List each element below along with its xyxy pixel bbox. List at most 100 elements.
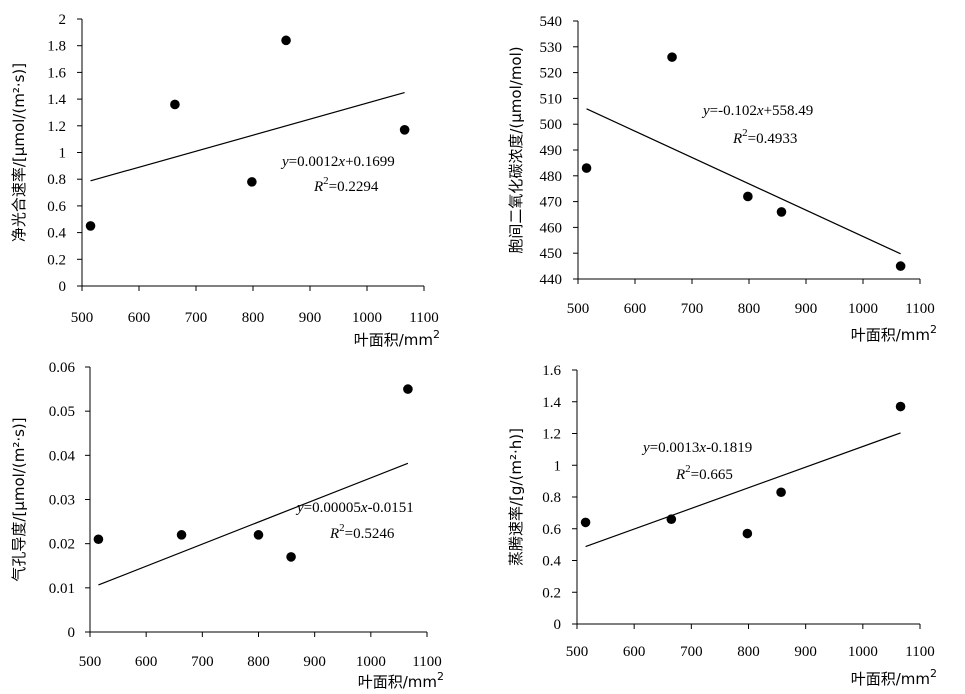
x-axis-label: 叶面积/mm2 (354, 328, 440, 349)
chart-panel-2: 440 450 460 470 480 490 500 510 520 530 540 500 600 7… (507, 14, 937, 344)
x-tick-label: 1000 (848, 301, 878, 317)
y-tick-label: 470 (540, 195, 563, 211)
r-squared: R2=0.2294 (313, 175, 379, 195)
y-tick-label: 520 (540, 66, 563, 82)
data-point (403, 384, 413, 394)
y-tick-label: 0.2 (542, 585, 561, 601)
x-tick-label: 600 (128, 310, 151, 326)
x-tick-label: 900 (303, 654, 326, 670)
y-tick-label: 0.06 (49, 360, 76, 376)
y-tick-label: 540 (540, 14, 563, 30)
r-squared: R2=0.5246 (329, 522, 395, 542)
data-point (895, 261, 906, 271)
chart-panel-1: 0 0.2 0.4 0.6 0.8 1 1.2 1.4 1.6 1.8 2 500 600 700 800 9… (10, 12, 440, 349)
data-point (776, 207, 787, 217)
y-axis-label: 净光合速率/[μmol/(m²·s)] (10, 63, 28, 242)
y-tick-label: 1 (59, 146, 67, 162)
x-tick-label: 700 (191, 654, 214, 670)
y-tick-label: 510 (540, 91, 563, 107)
y-tick-label: 1.6 (47, 65, 66, 81)
y-tick-label: 0.8 (47, 172, 66, 188)
x-tick-label: 700 (185, 310, 208, 326)
chart-panel-3: 0 0.01 0.02 0.03 0.04 0.05 0.06 500 600 700 800 900… (10, 360, 444, 691)
y-tick-label: 0.8 (542, 490, 561, 506)
data-point (253, 530, 264, 540)
y-tick-label: 1 (554, 458, 562, 474)
y-tick-label: 1.2 (542, 427, 561, 443)
y-tick-label: 530 (540, 40, 563, 56)
y-tick-label: 460 (540, 220, 563, 236)
y-tick-label: 1.2 (47, 119, 66, 135)
data-point (176, 530, 187, 540)
trend-line (90, 91, 405, 182)
y-tick-label: 0 (68, 625, 76, 641)
x-tick-label: 800 (737, 644, 760, 660)
x-tick-label: 600 (135, 654, 158, 670)
y-tick-label: 0.4 (47, 226, 66, 242)
y-tick-label: 0.03 (49, 493, 75, 509)
x-tick-label: 900 (299, 310, 322, 326)
y-axis-label: 胞间二氧化碳浓度/(μmol/mol) (507, 46, 525, 253)
data-point (776, 487, 786, 498)
data-point (281, 35, 291, 46)
x-axis-label: 叶面积/mm2 (358, 670, 444, 691)
y-tick-label: 0.4 (542, 554, 561, 570)
y-tick-label: 0.01 (49, 581, 75, 597)
data-point (399, 125, 410, 135)
y-tick-label: 0 (59, 279, 67, 295)
x-tick-label: 500 (71, 310, 94, 326)
data-point (286, 552, 296, 562)
data-point (580, 517, 591, 528)
y-tick-label: 0.04 (49, 448, 76, 464)
y-tick-label: 490 (540, 143, 563, 159)
chart-panel-4: 0 0.2 0.4 0.6 0.8 1 1.2 1.4 1.6 500 600 700 800 900 10… (507, 363, 937, 688)
x-tick-label: 1000 (848, 644, 878, 660)
x-axis-label: 叶面积/mm2 (851, 667, 937, 688)
y-tick-label: 480 (540, 169, 563, 185)
y-tick-label: 0.02 (49, 537, 75, 553)
data-point (743, 191, 753, 202)
x-tick-label: 1000 (356, 654, 386, 670)
x-tick-label: 500 (566, 644, 589, 660)
data-point (170, 99, 180, 110)
regression-equation: y=0.0012x+0.1699 (280, 154, 395, 170)
data-point (895, 401, 906, 412)
y-tick-label: 440 (540, 272, 563, 288)
y-tick-label: 2 (59, 12, 67, 28)
y-tick-label: 1.4 (47, 92, 66, 108)
trend-line (586, 108, 901, 255)
data-point (667, 52, 677, 62)
regression-equation: y=0.0013x-0.1819 (641, 440, 752, 456)
x-tick-label: 600 (624, 301, 647, 317)
y-tick-label: 0.6 (47, 199, 66, 215)
x-tick-label: 500 (79, 654, 102, 670)
x-tick-label: 1100 (905, 644, 934, 660)
y-tick-label: 0.2 (47, 252, 66, 268)
x-tick-label: 500 (567, 301, 590, 317)
data-point (93, 534, 104, 545)
x-tick-label: 1000 (352, 310, 382, 326)
x-tick-label: 700 (681, 301, 704, 317)
x-tick-label: 900 (794, 644, 817, 660)
y-tick-label: 500 (540, 117, 563, 133)
y-tick-label: 1.8 (47, 39, 66, 55)
x-tick-label: 1100 (412, 654, 441, 670)
data-point (85, 221, 96, 231)
y-tick-label: 450 (540, 246, 563, 262)
y-axis-label: 蒸腾速率/[g/(m²·h)] (507, 428, 525, 566)
trend-line (98, 462, 409, 586)
x-axis-label: 叶面积/mm2 (851, 323, 937, 344)
x-tick-label: 600 (623, 644, 646, 660)
data-point (666, 514, 677, 525)
x-tick-label: 900 (795, 301, 818, 317)
data-point (581, 163, 592, 173)
trend-line (585, 432, 901, 548)
regression-equation: y=0.00005x-0.0151 (295, 500, 414, 516)
x-tick-label: 800 (738, 301, 761, 317)
r-squared: R2=0.4933 (732, 127, 797, 147)
x-tick-label: 800 (247, 654, 270, 670)
regression-equation: y=-0.102x+558.49 (701, 103, 813, 119)
data-point (742, 528, 753, 539)
x-tick-label: 1100 (409, 310, 438, 326)
